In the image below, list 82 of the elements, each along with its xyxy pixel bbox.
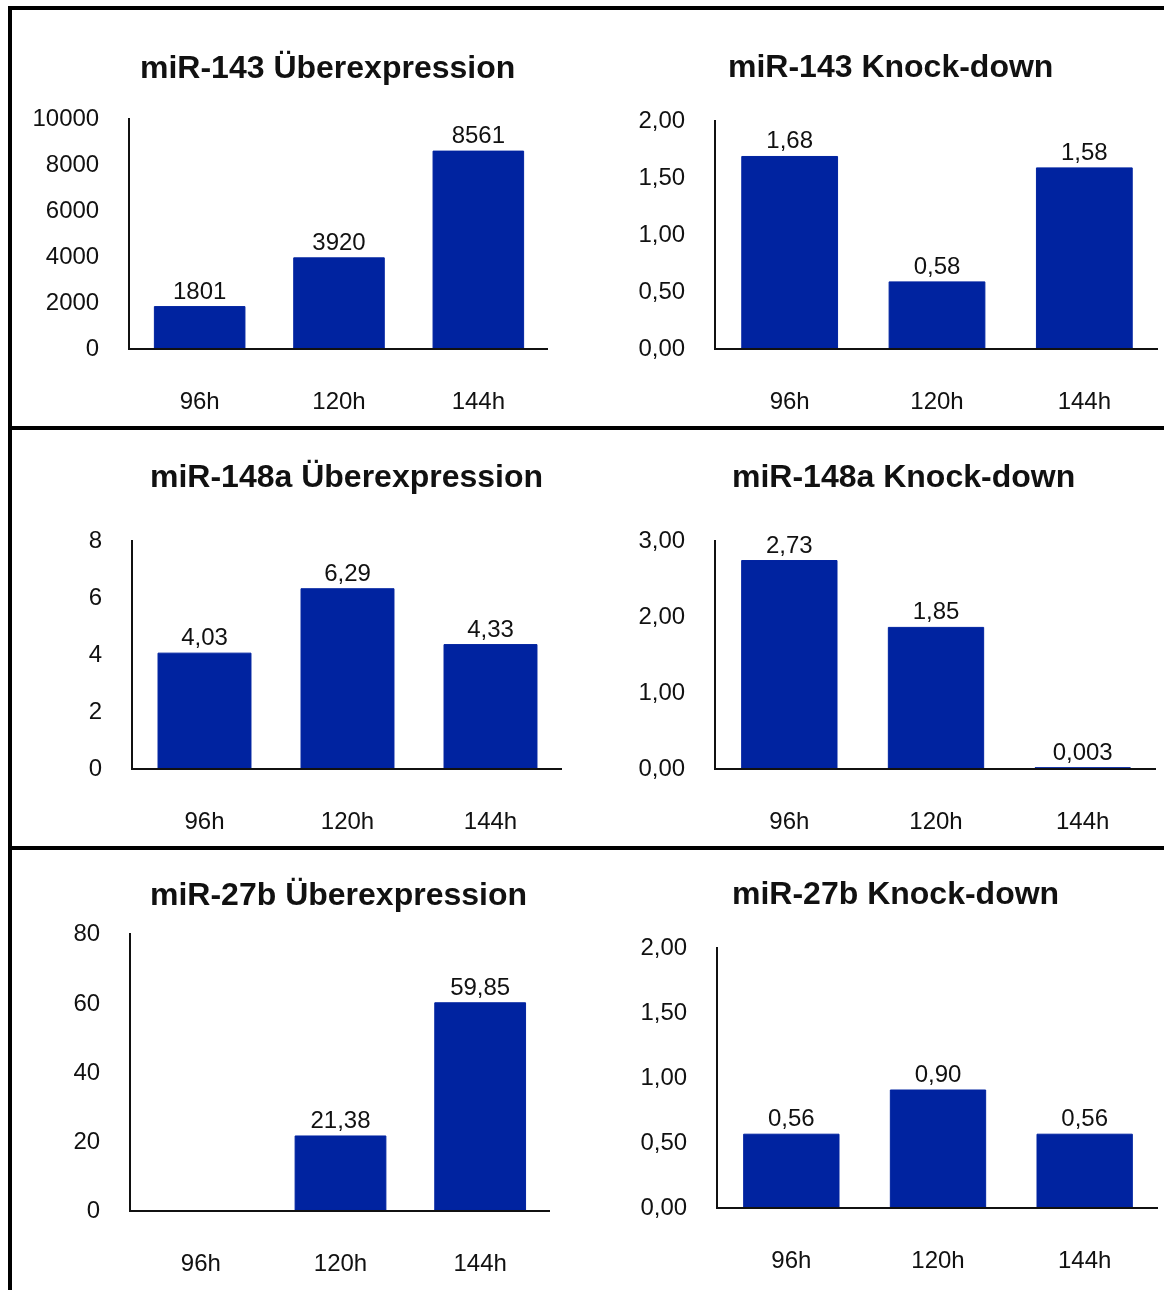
x-tick-label: 96h <box>184 806 225 834</box>
chart-title: miR-148a Knock-down <box>732 458 1076 494</box>
chart-title: miR-27b Knock-down <box>732 875 1060 911</box>
y-tick-label: 10000 <box>32 104 100 132</box>
data-label: 1,58 <box>1060 137 1108 165</box>
x-tick-label: 144h <box>453 1248 507 1276</box>
bar <box>887 626 985 768</box>
x-tick-label: 144h <box>1057 1245 1112 1273</box>
chart-title: miR-143 Überexpression <box>140 49 516 85</box>
x-tick-label: 120h <box>911 1245 965 1273</box>
bar <box>1035 167 1133 348</box>
y-tick-label: 0,00 <box>640 1193 688 1221</box>
data-label: 1,68 <box>766 126 814 154</box>
bar <box>741 560 838 768</box>
y-tick-label: 1,50 <box>640 998 688 1026</box>
bar <box>157 652 252 768</box>
data-label: 2,73 <box>765 530 813 558</box>
x-tick-label: 120h <box>909 806 963 834</box>
bar <box>293 257 385 348</box>
x-tick-label: 96h <box>769 386 810 414</box>
data-label: 4,33 <box>467 614 514 642</box>
y-tick-label: 2,00 <box>638 106 686 134</box>
data-label: 3920 <box>312 227 366 255</box>
x-tick-label: 144h <box>463 806 518 834</box>
data-label: 1801 <box>172 276 227 304</box>
y-tick-label: 60 <box>73 988 101 1016</box>
y-tick-label: 8 <box>88 526 103 554</box>
y-tick-label: 0 <box>86 1196 101 1224</box>
data-label: 0,58 <box>913 251 961 279</box>
x-tick-label: 120h <box>320 806 375 834</box>
y-tick-label: 0 <box>88 754 103 782</box>
bar <box>888 281 986 348</box>
y-tick-label: 1,00 <box>638 220 686 248</box>
data-label: 8561 <box>451 121 506 149</box>
bar <box>443 644 538 768</box>
y-tick-label: 4000 <box>45 242 100 270</box>
x-tick-label: 96h <box>771 1245 812 1273</box>
y-tick-label: 0,50 <box>638 277 686 305</box>
chart-title: miR-148a Überexpression <box>150 458 544 494</box>
data-label: 6,29 <box>324 558 371 586</box>
y-tick-label: 2 <box>88 697 103 725</box>
y-tick-label: 40 <box>73 1057 101 1085</box>
y-tick-label: 2000 <box>45 288 100 316</box>
data-label: 0,003 <box>1052 737 1113 765</box>
data-label: 4,03 <box>181 623 228 651</box>
data-label: 0,90 <box>914 1060 962 1087</box>
x-tick-label: 144h <box>1057 386 1112 414</box>
chart-title: miR-143 Knock-down <box>728 48 1054 84</box>
y-tick-label: 0,00 <box>638 334 686 362</box>
y-tick-label: 1,00 <box>640 1063 688 1091</box>
y-tick-label: 4 <box>88 640 103 668</box>
x-tick-label: 120h <box>910 386 964 414</box>
x-tick-label: 120h <box>312 386 366 414</box>
data-label: 0,56 <box>1061 1104 1109 1132</box>
y-tick-label: 0 <box>85 334 100 362</box>
data-label: 1,85 <box>912 597 960 625</box>
x-tick-label: 144h <box>451 386 506 414</box>
x-tick-label: 96h <box>769 806 810 834</box>
y-tick-label: 2,00 <box>640 933 688 961</box>
bar <box>432 150 525 348</box>
y-tick-label: 1,50 <box>638 163 686 191</box>
bar <box>153 306 246 348</box>
y-tick-label: 0,00 <box>638 754 686 782</box>
x-tick-label: 96h <box>180 1248 221 1276</box>
y-tick-label: 6000 <box>45 196 100 224</box>
data-label: 21,38 <box>310 1105 371 1133</box>
x-tick-label: 96h <box>179 386 220 414</box>
bar <box>300 588 395 768</box>
x-tick-label: 120h <box>313 1248 368 1276</box>
y-tick-label: 2,00 <box>638 602 686 630</box>
y-tick-label: 3,00 <box>638 526 686 554</box>
y-tick-label: 0,50 <box>640 1128 688 1156</box>
chart-title: miR-27b Überexpression <box>150 876 528 912</box>
data-label: 59,85 <box>450 972 511 1000</box>
bar <box>741 155 839 348</box>
x-tick-label: 144h <box>1055 806 1110 834</box>
data-label: 0,56 <box>767 1104 815 1132</box>
y-tick-label: 20 <box>73 1127 101 1155</box>
y-tick-label: 8000 <box>45 150 100 178</box>
y-tick-label: 6 <box>88 583 103 611</box>
y-tick-label: 80 <box>73 919 101 947</box>
y-tick-label: 1,00 <box>638 678 686 706</box>
